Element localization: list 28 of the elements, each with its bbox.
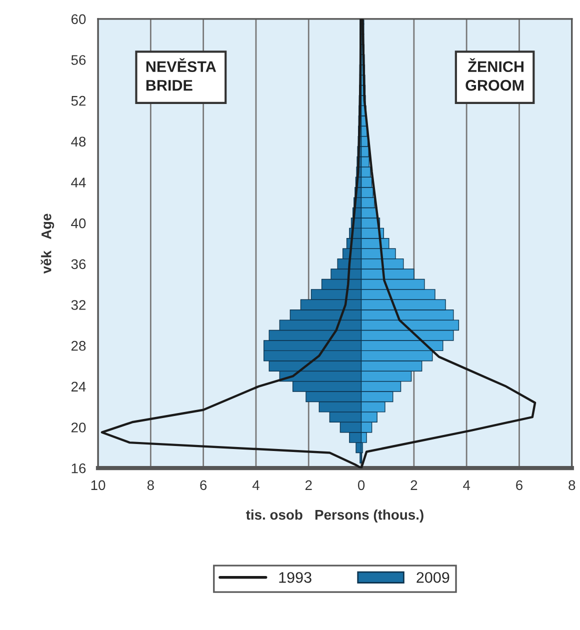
y-tick-label: 32	[71, 300, 86, 310]
legend-label: 2009	[416, 572, 450, 583]
y-tick-label: 52	[71, 96, 86, 106]
y-tick-label: 56	[71, 55, 86, 65]
x-tick-label: 6	[200, 480, 207, 490]
x-tick-label: 4	[252, 480, 260, 490]
y-tick-label: 24	[71, 382, 86, 392]
x-axis-title: tis. osob Persons (thous.)	[246, 510, 424, 522]
x-tick-label: 6	[516, 480, 522, 490]
y-tick-label: 48	[71, 136, 86, 147]
y-tick-label: 20	[71, 422, 86, 432]
y-tick-label: 40	[71, 218, 86, 228]
x-tick-label: 8	[568, 480, 576, 490]
y-tick-label: 44	[71, 178, 86, 188]
x-tick-label: 4	[463, 480, 470, 490]
y-tick-label: 28	[71, 340, 86, 351]
legend-label: 1993	[279, 572, 312, 583]
x-tick-label: 8	[147, 480, 154, 490]
x-tick-label: 2	[305, 480, 312, 490]
x-tick-label: 10	[91, 480, 106, 490]
y-tick-label: 16	[72, 463, 86, 474]
annotation: ŽENICH GROOM	[466, 58, 524, 91]
x-tick-label: 0	[358, 480, 365, 490]
y-tick-label: 36	[71, 259, 86, 270]
y-axis-title: věk Age	[40, 214, 54, 274]
y-tick-label: 60	[71, 14, 86, 24]
annotation: NEVĚSTA BRIDE	[146, 58, 216, 91]
x-tick-label: 2	[410, 480, 418, 490]
